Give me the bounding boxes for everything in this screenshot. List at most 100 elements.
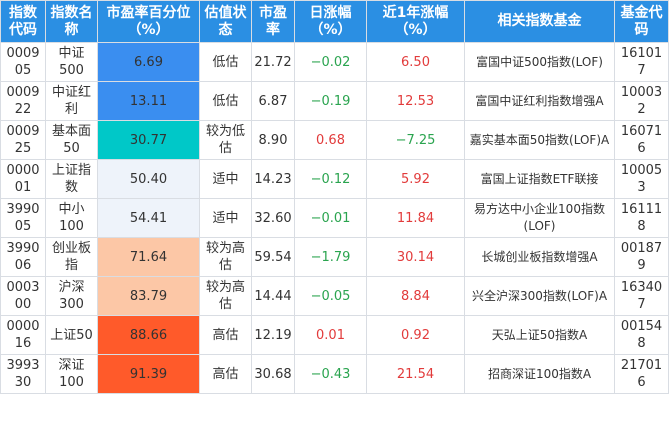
daily-change-cell: −0.19	[294, 81, 367, 121]
table-body: 000905 中证500 6.69 低估 21.72 −0.02 6.50 富国中证500指数…	[0, 42, 669, 394]
fund-code-cell: 161017	[614, 42, 669, 82]
fund-code-cell: 163407	[614, 276, 669, 316]
pe-percentile-cell: 50.40	[97, 159, 200, 199]
valuation-status-cell: 适中	[199, 159, 252, 199]
index-code-cell: 000905	[0, 42, 46, 82]
pe-percentile-cell: 30.77	[97, 120, 200, 160]
table-row: 000922 中证红利 13.11 低估 6.87 −0.19 12.53 富国中证红利指数增…	[0, 81, 669, 121]
valuation-status-cell: 较为低估	[199, 120, 252, 160]
fund-code-cell: 100032	[614, 81, 669, 121]
index-name-cell: 深证100	[45, 354, 98, 394]
table-row: 399330 深证100 91.39 高估 30.68 −0.43 21.54 招商深证100…	[0, 354, 669, 394]
pe-percentile-cell: 6.69	[97, 42, 200, 82]
fund-code-cell: 217016	[614, 354, 669, 394]
pe-cell: 6.87	[251, 81, 295, 121]
header-fund-code: 基金代码	[614, 0, 669, 43]
daily-change-cell: 0.68	[294, 120, 367, 160]
daily-change-cell: −0.05	[294, 276, 367, 316]
index-name-cell: 创业板指	[45, 237, 98, 277]
valuation-status-cell: 适中	[199, 198, 252, 238]
pe-cell: 30.68	[251, 354, 295, 394]
valuation-status-cell: 高估	[199, 354, 252, 394]
yearly-change-cell: 6.50	[366, 42, 465, 82]
yearly-change-cell: 21.54	[366, 354, 465, 394]
yearly-change-cell: 30.14	[366, 237, 465, 277]
header-index-name: 指数名称	[45, 0, 98, 43]
header-daily-change: 日涨幅（%）	[294, 0, 367, 43]
related-fund-cell: 长城创业板指数增强A	[464, 237, 615, 277]
pe-percentile-cell: 91.39	[97, 354, 200, 394]
yearly-change-cell: 0.92	[366, 315, 465, 355]
index-code-cell: 000300	[0, 276, 46, 316]
related-fund-cell: 天弘上证50指数A	[464, 315, 615, 355]
pe-cell: 14.44	[251, 276, 295, 316]
yearly-change-cell: 12.53	[366, 81, 465, 121]
index-code-cell: 399330	[0, 354, 46, 394]
index-code-cell: 399005	[0, 198, 46, 238]
related-fund-cell: 嘉实基本面50指数(LOF)A	[464, 120, 615, 160]
index-name-cell: 中证500	[45, 42, 98, 82]
header-row: 指数代码 指数名称 市盈率百分位（%） 估值状态 市盈率 日涨幅（%） 近1年涨…	[0, 0, 669, 43]
related-fund-cell: 易方达中小企业100指数(LOF)	[464, 198, 615, 238]
related-fund-cell: 兴全沪深300指数(LOF)A	[464, 276, 615, 316]
daily-change-cell: −0.01	[294, 198, 367, 238]
valuation-status-cell: 较为高估	[199, 237, 252, 277]
header-pe-percentile: 市盈率百分位（%）	[97, 0, 200, 43]
index-code-cell: 000925	[0, 120, 46, 160]
table-row: 399005 中小100 54.41 适中 32.60 −0.01 11.84 易方达中小企业…	[0, 198, 669, 238]
index-name-cell: 基本面50	[45, 120, 98, 160]
valuation-status-cell: 低估	[199, 42, 252, 82]
index-valuation-table: 指数代码 指数名称 市盈率百分位（%） 估值状态 市盈率 日涨幅（%） 近1年涨…	[0, 0, 669, 394]
yearly-change-cell: 11.84	[366, 198, 465, 238]
table-row: 000016 上证50 88.66 高估 12.19 0.01 0.92 天弘上证50指数A 0…	[0, 315, 669, 355]
header-related-fund: 相关指数基金	[464, 0, 615, 43]
valuation-status-cell: 高估	[199, 315, 252, 355]
pe-percentile-cell: 71.64	[97, 237, 200, 277]
pe-cell: 8.90	[251, 120, 295, 160]
related-fund-cell: 富国中证500指数(LOF)	[464, 42, 615, 82]
pe-cell: 14.23	[251, 159, 295, 199]
pe-cell: 12.19	[251, 315, 295, 355]
pe-cell: 21.72	[251, 42, 295, 82]
index-name-cell: 中证红利	[45, 81, 98, 121]
index-name-cell: 上证指数	[45, 159, 98, 199]
header-yearly-change: 近1年涨幅（%）	[366, 0, 465, 43]
daily-change-cell: 0.01	[294, 315, 367, 355]
related-fund-cell: 富国中证红利指数增强A	[464, 81, 615, 121]
table-row: 000905 中证500 6.69 低估 21.72 −0.02 6.50 富国中证500指数…	[0, 42, 669, 82]
yearly-change-cell: 8.84	[366, 276, 465, 316]
index-code-cell: 399006	[0, 237, 46, 277]
table-row: 000001 上证指数 50.40 适中 14.23 −0.12 5.92 富国上证指数ETF…	[0, 159, 669, 199]
fund-code-cell: 100053	[614, 159, 669, 199]
pe-percentile-cell: 83.79	[97, 276, 200, 316]
pe-percentile-cell: 88.66	[97, 315, 200, 355]
fund-code-cell: 001548	[614, 315, 669, 355]
header-valuation-status: 估值状态	[199, 0, 252, 43]
header-pe: 市盈率	[251, 0, 295, 43]
pe-cell: 32.60	[251, 198, 295, 238]
valuation-status-cell: 较为高估	[199, 276, 252, 316]
related-fund-cell: 招商深证100指数A	[464, 354, 615, 394]
daily-change-cell: −0.43	[294, 354, 367, 394]
daily-change-cell: −0.12	[294, 159, 367, 199]
index-name-cell: 上证50	[45, 315, 98, 355]
yearly-change-cell: −7.25	[366, 120, 465, 160]
index-name-cell: 中小100	[45, 198, 98, 238]
header-index-code: 指数代码	[0, 0, 46, 43]
daily-change-cell: −1.79	[294, 237, 367, 277]
pe-percentile-cell: 54.41	[97, 198, 200, 238]
fund-code-cell: 161118	[614, 198, 669, 238]
pe-cell: 59.54	[251, 237, 295, 277]
index-code-cell: 000922	[0, 81, 46, 121]
pe-percentile-cell: 13.11	[97, 81, 200, 121]
table-row: 000925 基本面50 30.77 较为低估 8.90 0.68 −7.25 嘉实基本面50…	[0, 120, 669, 160]
index-code-cell: 000001	[0, 159, 46, 199]
valuation-status-cell: 低估	[199, 81, 252, 121]
daily-change-cell: −0.02	[294, 42, 367, 82]
table-row: 000300 沪深300 83.79 较为高估 14.44 −0.05 8.84 兴全沪深30…	[0, 276, 669, 316]
fund-code-cell: 160716	[614, 120, 669, 160]
index-code-cell: 000016	[0, 315, 46, 355]
yearly-change-cell: 5.92	[366, 159, 465, 199]
fund-code-cell: 001879	[614, 237, 669, 277]
index-name-cell: 沪深300	[45, 276, 98, 316]
